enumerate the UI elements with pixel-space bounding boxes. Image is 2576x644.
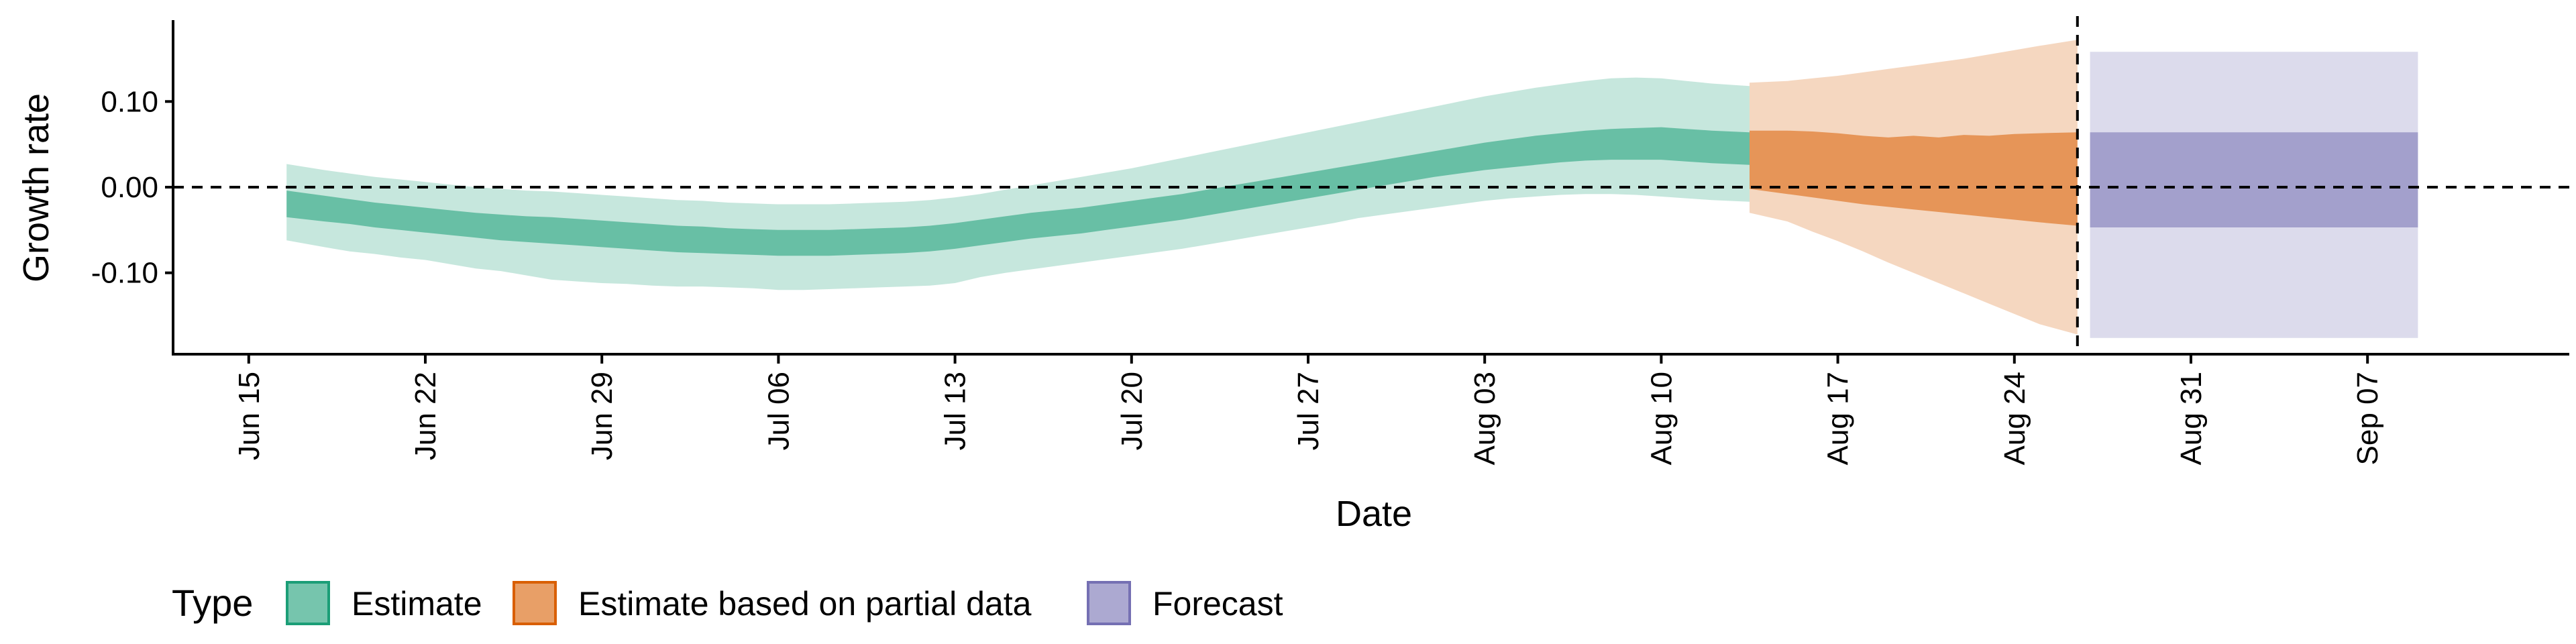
legend-label: Estimate based on partial data <box>578 585 1032 623</box>
legend: Type Estimate Estimate based on partial d… <box>172 581 1283 625</box>
y-tick-label: 0.10 <box>101 85 158 118</box>
x-axis-title: Date <box>1336 494 1412 534</box>
x-tick-label: Aug 03 <box>1468 372 1501 465</box>
estimate-based-on-partial-data-band-50 <box>1750 130 2078 226</box>
x-tick-label: Jul 27 <box>1292 372 1325 450</box>
forecast-band-50 <box>2090 132 2418 227</box>
legend-title: Type <box>172 582 253 624</box>
y-axis-title: Growth rate <box>16 93 56 282</box>
x-tick-label: Aug 10 <box>1645 372 1678 465</box>
axes-layer: 0.10 0.00 -0.10 Jun 15 Jun 22 Jun 29 Jul 06 Jul… <box>91 20 2569 465</box>
legend-key-2 <box>1087 581 1131 625</box>
legend-key-1 <box>513 581 557 625</box>
x-tick-label: Aug 31 <box>2175 372 2208 465</box>
x-tick-label: Jun 22 <box>409 372 442 460</box>
y-tick-label: 0.00 <box>101 171 158 204</box>
x-tick-label: Jul 06 <box>762 372 795 450</box>
estimate-band-90 <box>286 77 1750 290</box>
estimate-band-50 <box>286 127 1750 256</box>
x-tick-label: Jul 13 <box>939 372 972 450</box>
x-tick-label: Aug 17 <box>1822 372 1855 465</box>
bands-layer <box>286 40 2418 338</box>
x-tick-label: Jun 29 <box>586 372 619 460</box>
legend-key-0 <box>286 581 330 625</box>
x-tick-label: Jun 15 <box>233 372 266 460</box>
legend-label: Estimate <box>352 585 482 623</box>
x-tick-label: Aug 24 <box>1998 372 2031 465</box>
x-tick-label: Sep 07 <box>2351 372 2384 465</box>
legend-label: Forecast <box>1152 585 1283 623</box>
x-tick-label: Jul 20 <box>1116 372 1148 450</box>
y-tick-label: -0.10 <box>91 257 158 290</box>
